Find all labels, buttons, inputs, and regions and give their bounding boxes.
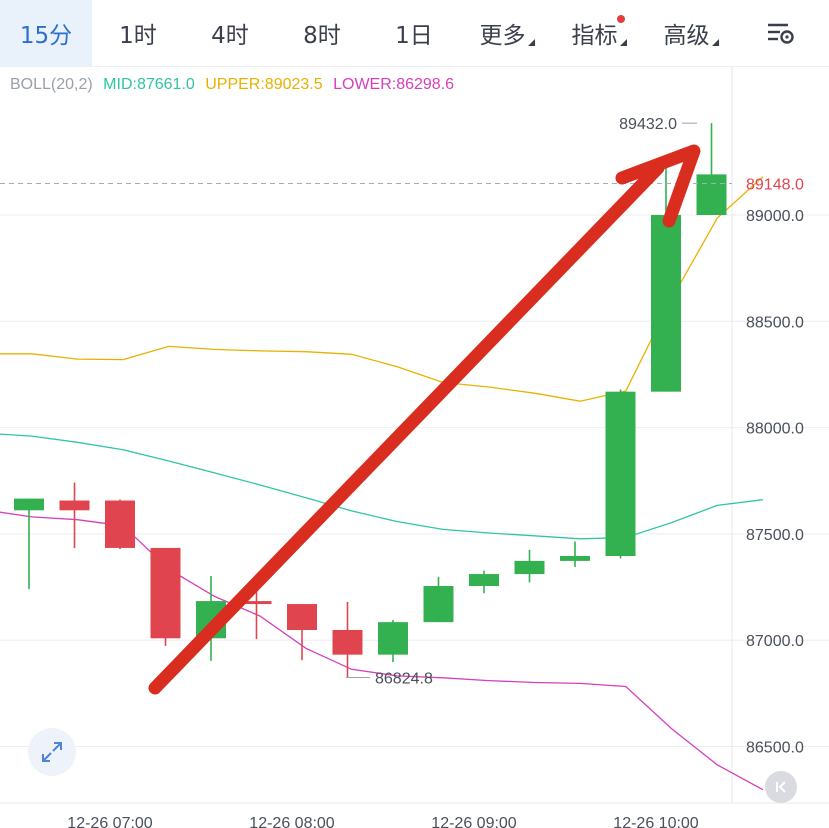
y-tick-label: 86500.0 xyxy=(746,740,804,757)
candle-body xyxy=(514,560,545,575)
candle-body xyxy=(696,174,727,215)
candle-body xyxy=(287,604,317,630)
y-tick-label: 89000.0 xyxy=(746,208,804,225)
expand-button[interactable] xyxy=(28,728,76,776)
candle-body xyxy=(14,498,44,511)
tab-label: 1时 xyxy=(119,23,157,49)
chart-settings-button[interactable] xyxy=(736,0,826,66)
tab-3[interactable]: 8时 xyxy=(276,0,368,66)
notification-dot xyxy=(617,15,625,23)
tab-7[interactable]: 高级 xyxy=(644,0,736,66)
boll-mid: MID:87661.0 xyxy=(103,76,195,93)
candle-body xyxy=(378,622,408,655)
x-tick-label: 12-26 08:00 xyxy=(249,815,335,828)
candle-body xyxy=(605,391,636,557)
current-price-label: 89148.0 xyxy=(746,177,804,194)
caret-icon xyxy=(711,38,719,46)
candle-body xyxy=(59,500,90,511)
x-tick-label: 12-26 09:00 xyxy=(431,815,517,828)
candle-body xyxy=(651,215,681,392)
tab-label: 指标 xyxy=(571,23,618,49)
tab-label: 更多 xyxy=(479,23,526,49)
candle-body xyxy=(150,547,181,639)
caret-icon xyxy=(619,38,627,46)
candle-body xyxy=(469,574,499,586)
candle-body xyxy=(332,629,363,655)
trend-arrow-head xyxy=(615,144,701,228)
y-tick-label: 88500.0 xyxy=(746,314,804,331)
candle-body xyxy=(423,585,454,623)
tab-1[interactable]: 1时 xyxy=(92,0,184,66)
expand-icon xyxy=(42,742,62,762)
candle-body xyxy=(241,601,272,605)
candle-body xyxy=(560,556,590,561)
tab-label: 8时 xyxy=(303,23,341,49)
candlestick-chart[interactable]: 89000.0 88500.0 88000.0 87500.0 87000.0 86500… xyxy=(0,66,829,828)
boll-upper: UPPER:89023.5 xyxy=(205,76,323,93)
tab-5[interactable]: 更多 xyxy=(460,0,552,66)
chart-settings-icon xyxy=(768,23,794,44)
boll-indicator-legend: BOLL(20,2) MID:87661.0 UPPER:89023.5 LOW… xyxy=(10,76,460,94)
tab-2[interactable]: 4时 xyxy=(184,0,276,66)
boll-name: BOLL(20,2) xyxy=(10,76,93,93)
high-price-label: 89432.0 xyxy=(619,116,677,133)
y-tick-label: 87000.0 xyxy=(746,633,804,650)
timeframe-tabs: 15分 1时 4时 8时 1日 更多 指标 高级 xyxy=(0,0,829,67)
tab-label: 高级 xyxy=(663,23,710,49)
low-price-label: 86824.8 xyxy=(375,670,433,687)
y-tick-label: 88000.0 xyxy=(746,421,804,438)
candle-body xyxy=(105,500,135,548)
tab-4[interactable]: 1日 xyxy=(368,0,460,66)
trend-arrow-shaft xyxy=(148,161,665,695)
y-tick-label: 87500.0 xyxy=(746,527,804,544)
tab-6[interactable]: 指标 xyxy=(552,0,644,66)
chevron-left-icon xyxy=(776,781,786,793)
tab-label: 4时 xyxy=(211,23,249,49)
tab-0[interactable]: 15分 xyxy=(0,0,92,66)
x-tick-label: 12-26 07:00 xyxy=(67,815,153,828)
boll-lower: LOWER:86298.6 xyxy=(333,76,455,93)
caret-icon xyxy=(527,38,535,46)
tab-label: 15分 xyxy=(19,23,73,49)
scroll-to-latest-button[interactable] xyxy=(765,771,797,803)
tab-label: 1日 xyxy=(395,23,433,49)
x-tick-label: 12-26 10:00 xyxy=(613,815,699,828)
boll-upper-line xyxy=(0,176,764,402)
